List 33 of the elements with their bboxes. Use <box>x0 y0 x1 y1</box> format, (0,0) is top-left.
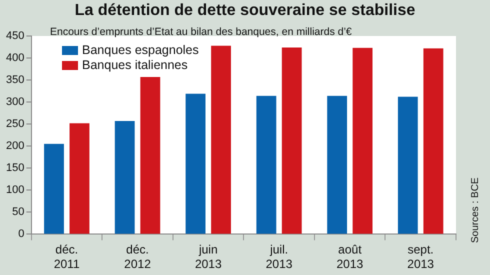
y-tick-label: 400 <box>6 52 24 64</box>
chart-title: La détention de dette souveraine se stabilise <box>74 2 416 20</box>
bar <box>423 48 444 234</box>
bar <box>398 96 418 234</box>
y-tick-label: 300 <box>6 96 24 108</box>
legend-label: Banques italiennes <box>82 58 188 73</box>
x-tick-label: juin 2013 <box>194 242 222 272</box>
x-tick-label: déc. 2011 <box>54 242 80 272</box>
bar <box>211 46 231 234</box>
x-tick-label: sept. 2013 <box>407 242 434 272</box>
x-tick-label: déc. 2012 <box>124 242 152 272</box>
bar <box>140 76 160 234</box>
y-tick-label: 100 <box>6 184 24 196</box>
source-note: Sources : BCE <box>470 177 481 243</box>
x-tick-label: août 2013 <box>336 242 364 272</box>
y-tick-label: 250 <box>6 118 24 130</box>
bar <box>256 96 276 234</box>
bar <box>114 121 135 234</box>
bar <box>70 123 90 234</box>
bar <box>327 96 348 234</box>
x-tick-label: juil. 2013 <box>266 242 293 272</box>
legend-label: Banques espagnoles <box>82 43 199 58</box>
y-tick-label: 450 <box>6 30 24 42</box>
y-tick-label: 350 <box>6 74 24 86</box>
chart-subtitle: Encours d’emprunts d’Etat au bilan des banques, en milliards d’€ <box>50 26 352 38</box>
bar <box>186 94 206 234</box>
y-tick-label: 0 <box>18 228 24 240</box>
bar <box>282 47 302 234</box>
bar <box>44 144 64 234</box>
y-tick-label: 150 <box>6 162 24 174</box>
bar <box>352 48 373 234</box>
y-tick-label: 200 <box>6 140 24 152</box>
y-tick-label: 50 <box>12 206 24 218</box>
